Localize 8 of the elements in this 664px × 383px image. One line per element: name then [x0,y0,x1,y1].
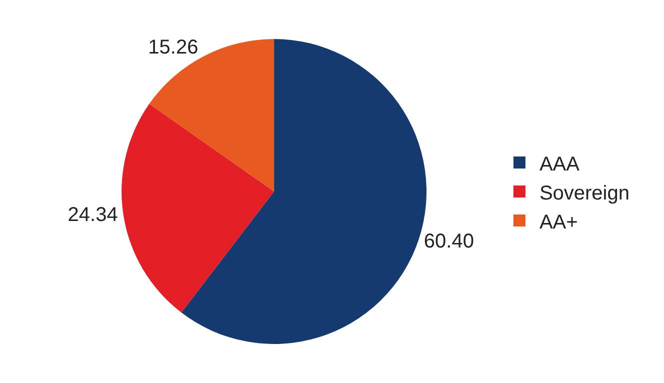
data-label: 24.34 [68,204,118,226]
data-label: 15.26 [148,36,198,59]
pie-slice [122,104,274,313]
legend-label: AAA [539,153,580,176]
pie-slice [149,39,274,192]
legend-label: AA+ [539,211,578,234]
legend-label: Sovereign [539,182,630,204]
data-label: 60.40 [424,230,474,253]
